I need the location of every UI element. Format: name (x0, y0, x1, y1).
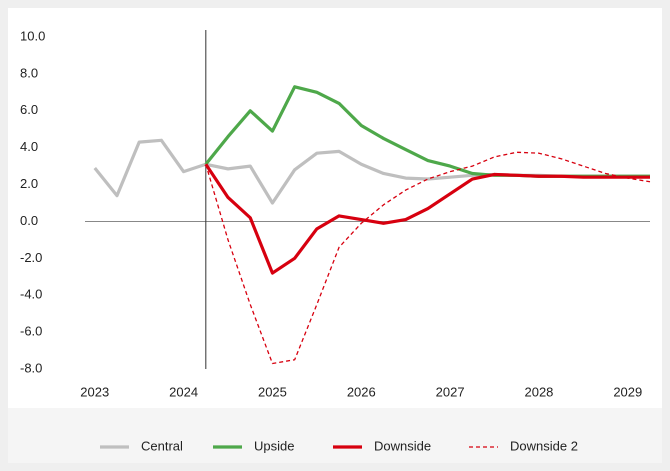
y-tick-label: 6.0 (20, 102, 38, 117)
y-tick-label: 4.0 (20, 139, 38, 154)
y-tick-label: -4.0 (20, 287, 42, 302)
y-tick-label: -8.0 (20, 360, 42, 375)
y-tick-label: 8.0 (20, 65, 38, 80)
y-tick-label: 2.0 (20, 176, 38, 191)
x-tick-label: 2026 (347, 384, 376, 399)
legend-panel (8, 408, 662, 463)
y-tick-label: 10.0 (20, 28, 45, 43)
y-tick-label: 0.0 (20, 213, 38, 228)
panel (8, 8, 662, 463)
legend-label: Downside 2 (510, 438, 578, 453)
x-tick-label: 2023 (80, 384, 109, 399)
x-tick-label: 2027 (436, 384, 465, 399)
y-tick-label: -2.0 (20, 250, 42, 265)
x-tick-label: 2025 (258, 384, 287, 399)
x-tick-label: 2024 (169, 384, 198, 399)
x-tick-label: 2029 (613, 384, 642, 399)
series-line (205, 151, 651, 365)
legend-label: Central (141, 438, 183, 453)
y-tick-label: -6.0 (20, 324, 42, 339)
x-tick-label: 2028 (524, 384, 553, 399)
legend-label: Upside (254, 438, 294, 453)
legend-label: Downside (374, 438, 431, 453)
series-line (204, 163, 650, 275)
